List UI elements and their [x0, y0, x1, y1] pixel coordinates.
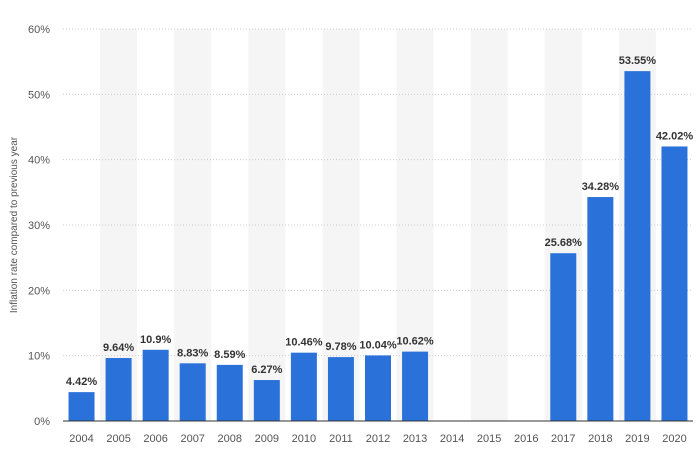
- x-tick-label-2008: 2008: [218, 433, 242, 445]
- data-label-2011: 9.78%: [325, 341, 356, 353]
- bar-2009[interactable]: [253, 380, 280, 421]
- data-label-2005: 9.64%: [103, 342, 134, 354]
- data-label-2004: 4.42%: [66, 376, 97, 388]
- x-tick-label-2019: 2019: [625, 433, 649, 445]
- bar-2012[interactable]: [365, 355, 391, 421]
- data-label-2019: 53.55%: [619, 55, 657, 67]
- data-label-2013: 10.62%: [396, 336, 434, 348]
- x-tick-label-2020: 2020: [662, 433, 686, 445]
- x-tick-label-2005: 2005: [106, 433, 130, 445]
- data-label-2009: 6.27%: [251, 364, 282, 376]
- y-tick-label: 40%: [28, 155, 50, 167]
- bar-2010[interactable]: [290, 352, 317, 421]
- bar-2007[interactable]: [179, 363, 206, 421]
- data-label-2007: 8.83%: [177, 347, 208, 359]
- x-tick-label-2004: 2004: [69, 433, 93, 445]
- bar-2019[interactable]: [624, 71, 651, 421]
- bar-2011[interactable]: [327, 357, 354, 421]
- y-tick-label: 10%: [28, 351, 50, 363]
- y-axis: 0% 10% 20% 30% 40% 50% 60%: [28, 24, 50, 428]
- data-label-2018: 34.28%: [582, 181, 620, 193]
- x-tick-label-2011: 2011: [329, 433, 353, 445]
- bar-2006[interactable]: [142, 349, 169, 421]
- y-tick-label: 60%: [28, 24, 50, 36]
- data-label-2010: 10.46%: [285, 337, 323, 349]
- y-axis-title: Inflation rate compared to previous year: [9, 136, 20, 313]
- x-tick-label-2015: 2015: [477, 433, 501, 445]
- bar-2008[interactable]: [216, 364, 243, 421]
- bars: [68, 71, 688, 421]
- bar-2020[interactable]: [661, 146, 688, 421]
- data-label-2006: 10.9%: [140, 334, 171, 346]
- bar-2004[interactable]: [68, 392, 95, 421]
- x-tick-label-2013: 2013: [403, 433, 427, 445]
- x-tick-label-2016: 2016: [514, 433, 538, 445]
- y-tick-label: 20%: [28, 285, 50, 297]
- data-label-2008: 8.59%: [214, 349, 245, 361]
- x-tick-label-2014: 2014: [440, 433, 464, 445]
- data-label-2012: 10.04%: [359, 339, 397, 351]
- x-tick-label-2010: 2010: [292, 433, 316, 445]
- x-tick-label-2018: 2018: [588, 433, 612, 445]
- band-2005: [100, 29, 138, 421]
- x-tick-label-2006: 2006: [143, 433, 167, 445]
- bar-2017[interactable]: [550, 253, 577, 421]
- x-axis: 2004 2005 2006 2007 2008 2009 2010 2011 2012 2013…: [63, 420, 693, 445]
- data-label-2017: 25.68%: [545, 237, 583, 249]
- y-tick-label: 50%: [28, 89, 50, 101]
- band-2011: [322, 29, 360, 421]
- bar-2013[interactable]: [402, 351, 429, 421]
- x-tick-label-2017: 2017: [551, 433, 575, 445]
- y-tick-label: 30%: [28, 220, 50, 232]
- data-labels: 4.42% 9.64% 10.9% 8.83% 8.59% 6.27% 10.46% 9.78…: [66, 55, 693, 388]
- bar-2005[interactable]: [105, 358, 132, 421]
- y-tick-label: 0%: [34, 416, 50, 428]
- x-tick-label-2012: 2012: [366, 433, 390, 445]
- x-tick-label-2007: 2007: [180, 433, 204, 445]
- data-label-2020: 42.02%: [656, 130, 694, 142]
- x-tick-label-2009: 2009: [255, 433, 279, 445]
- bar-2018[interactable]: [587, 197, 614, 421]
